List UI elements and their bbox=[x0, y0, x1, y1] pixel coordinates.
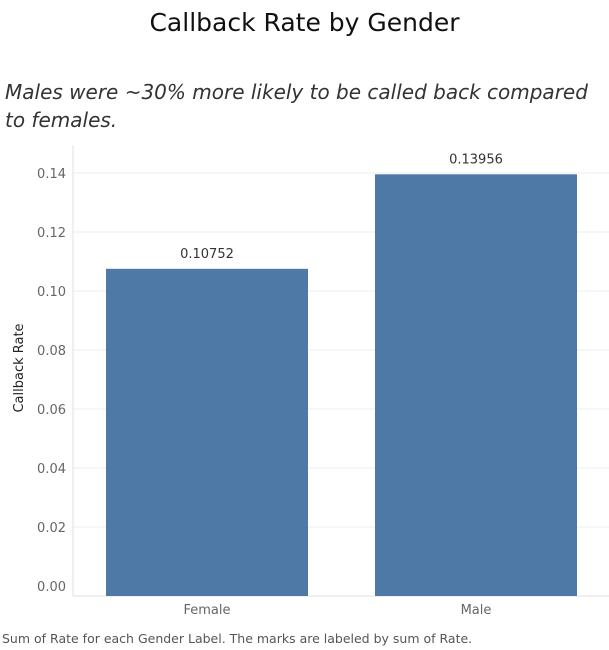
data-label: 0.10752 bbox=[180, 247, 234, 262]
chart-subtitle: Males were ~30% more likely to be called… bbox=[5, 80, 588, 132]
y-tick-label: 0.04 bbox=[37, 462, 66, 477]
y-tick-label: 0.06 bbox=[37, 403, 66, 418]
bar-male[interactable] bbox=[375, 174, 577, 596]
data-label: 0.13956 bbox=[449, 152, 503, 167]
y-tick-label: 0.00 bbox=[37, 580, 66, 595]
chart-title: Callback Rate by Gender bbox=[149, 8, 460, 37]
x-axis-ticks: Female Male bbox=[183, 603, 491, 618]
y-axis-ticks: 0.00 0.02 0.04 0.06 0.08 0.10 0.12 0.14 bbox=[37, 167, 66, 595]
x-tick-label: Female bbox=[183, 603, 230, 618]
chart-footer-note: Sum of Rate for each Gender Label. The m… bbox=[2, 631, 473, 646]
y-tick-label: 0.12 bbox=[37, 226, 66, 241]
bar-female[interactable] bbox=[106, 268, 308, 596]
y-tick-label: 0.08 bbox=[37, 344, 66, 359]
x-tick-label: Male bbox=[461, 603, 492, 618]
y-tick-label: 0.02 bbox=[37, 521, 66, 536]
y-tick-label: 0.10 bbox=[37, 285, 66, 300]
y-axis-label: Callback Rate bbox=[12, 323, 27, 412]
y-tick-label: 0.14 bbox=[37, 167, 66, 182]
bars: 0.10752 0.13956 bbox=[106, 152, 577, 596]
